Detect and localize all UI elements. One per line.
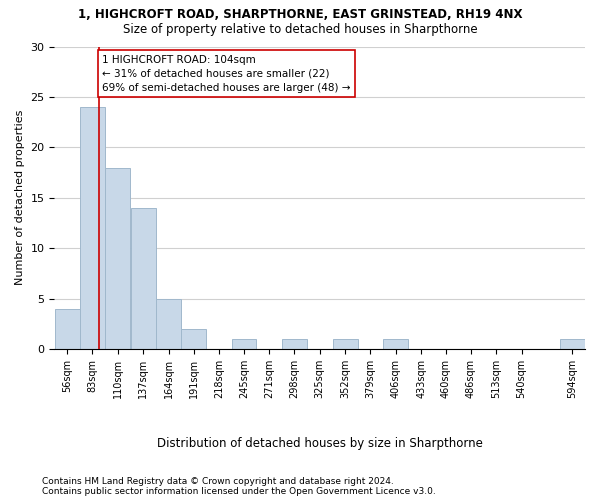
Bar xyxy=(131,208,155,349)
Bar xyxy=(332,339,358,349)
Bar xyxy=(106,168,130,349)
Text: Contains public sector information licensed under the Open Government Licence v3: Contains public sector information licen… xyxy=(42,487,436,496)
Bar xyxy=(383,339,408,349)
Bar xyxy=(282,339,307,349)
Text: 1, HIGHCROFT ROAD, SHARPTHORNE, EAST GRINSTEAD, RH19 4NX: 1, HIGHCROFT ROAD, SHARPTHORNE, EAST GRI… xyxy=(78,8,522,20)
Bar xyxy=(156,298,181,349)
Text: 1 HIGHCROFT ROAD: 104sqm
← 31% of detached houses are smaller (22)
69% of semi-d: 1 HIGHCROFT ROAD: 104sqm ← 31% of detach… xyxy=(102,54,351,92)
X-axis label: Distribution of detached houses by size in Sharpthorne: Distribution of detached houses by size … xyxy=(157,437,482,450)
Bar xyxy=(55,308,80,349)
Bar xyxy=(181,329,206,349)
Bar xyxy=(232,339,256,349)
Bar xyxy=(560,339,585,349)
Bar xyxy=(80,107,105,349)
Y-axis label: Number of detached properties: Number of detached properties xyxy=(15,110,25,286)
Text: Size of property relative to detached houses in Sharpthorne: Size of property relative to detached ho… xyxy=(122,22,478,36)
Text: Contains HM Land Registry data © Crown copyright and database right 2024.: Contains HM Land Registry data © Crown c… xyxy=(42,477,394,486)
